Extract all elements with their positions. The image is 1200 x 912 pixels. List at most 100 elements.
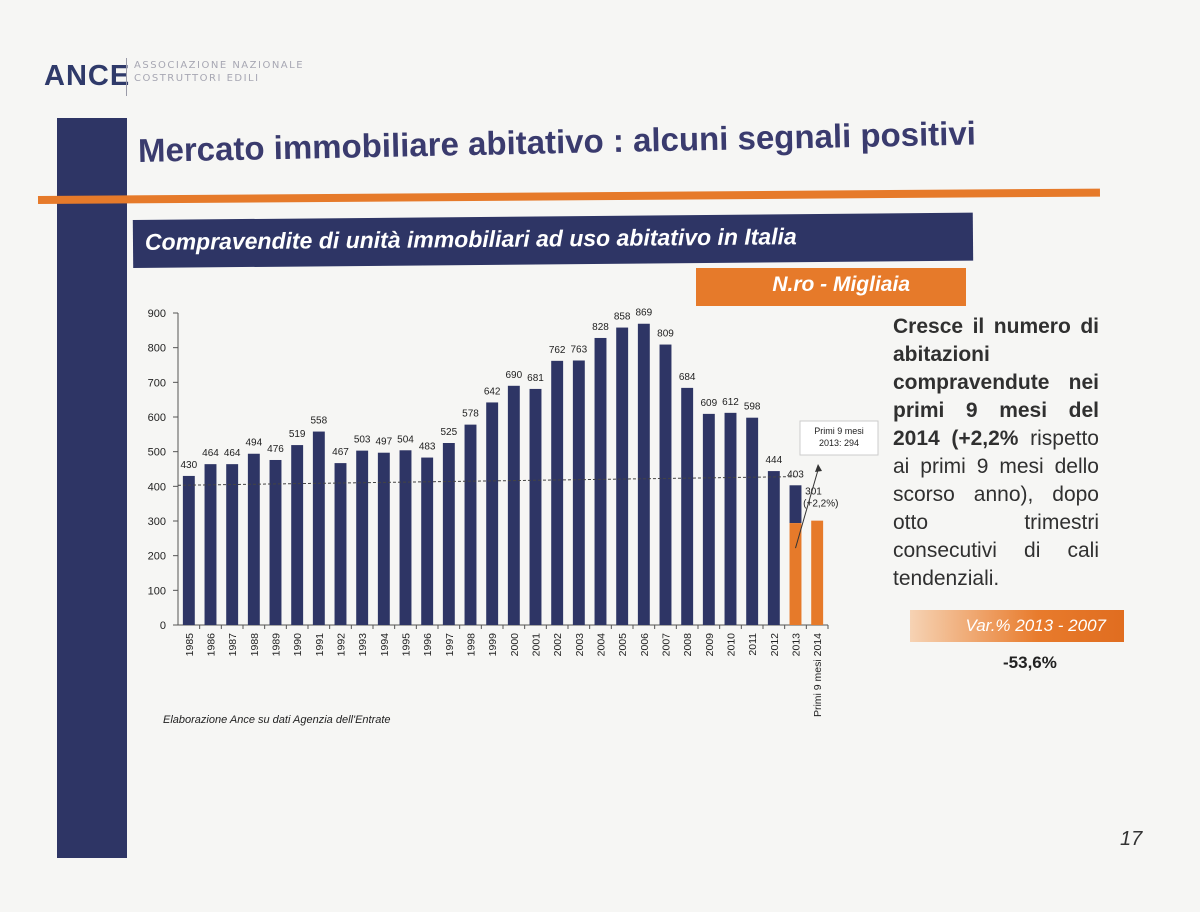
- bar: [247, 453, 260, 625]
- y-tick-label: 800: [148, 343, 166, 355]
- reference-line: [177, 476, 796, 486]
- data-label: 483: [419, 442, 436, 453]
- x-tick-label: 1990: [292, 633, 304, 657]
- bar: [529, 388, 542, 625]
- bar: [356, 450, 369, 625]
- data-label: 519: [289, 429, 306, 440]
- bar: [789, 485, 802, 524]
- bar: [464, 424, 477, 625]
- page-number: 17: [1120, 828, 1143, 850]
- x-tick-label: 2012: [769, 633, 781, 657]
- x-tick-label: 1991: [314, 633, 326, 657]
- variation-label: Var.% 2013 - 2007: [965, 616, 1107, 635]
- data-label: 869: [635, 308, 652, 319]
- data-label: 467: [332, 447, 349, 458]
- x-tick-label: 2002: [552, 633, 564, 657]
- data-label: 809: [657, 329, 674, 340]
- data-label: 464: [224, 448, 241, 459]
- y-tick-label: 700: [148, 377, 166, 389]
- x-tick-label: 1985: [184, 633, 196, 657]
- x-tick-label: 1993: [357, 633, 369, 657]
- x-tick-label: 1987: [227, 633, 239, 657]
- y-tick-label: 500: [148, 447, 166, 459]
- y-tick-label: 200: [148, 551, 166, 563]
- data-label: 828: [592, 322, 609, 333]
- x-tick-label: 2009: [704, 633, 716, 657]
- unit-badge: N.ro - Migliaia: [696, 268, 966, 306]
- y-tick-label: 300: [148, 516, 166, 528]
- bar: [572, 360, 585, 625]
- bar: [507, 385, 520, 625]
- bar: [399, 450, 412, 625]
- bar: [594, 337, 607, 625]
- x-tick-label: 1992: [336, 633, 348, 657]
- x-tick-label: Primi 9 mesi 2014: [812, 633, 824, 717]
- bar: [334, 463, 347, 625]
- callout-arrowhead: [815, 464, 822, 472]
- x-tick-label: 2001: [531, 633, 543, 657]
- data-label: 598: [744, 402, 761, 413]
- x-tick-label: 1999: [487, 633, 499, 657]
- callout-box: [799, 420, 879, 456]
- data-label: 497: [375, 437, 392, 448]
- data-label: 612: [722, 397, 739, 408]
- logo-org-line-1: ASSOCIAZIONE NAZIONALE: [134, 60, 305, 71]
- commentary-text: Cresce il numero di abitazioni compraven…: [893, 313, 1099, 593]
- data-label: 494: [245, 438, 262, 449]
- y-tick-label: 600: [148, 412, 166, 424]
- data-label: 684: [679, 372, 696, 383]
- data-label: 464: [202, 448, 219, 459]
- bar: [551, 360, 564, 625]
- x-tick-label: 1989: [271, 633, 283, 657]
- commentary-bold: Cresce il numero di abitazioni compraven…: [893, 315, 1099, 450]
- x-tick-label: 2013: [791, 633, 803, 657]
- y-tick-label: 100: [148, 585, 166, 597]
- logo-org-line-2: COSTRUTTORI EDILI: [134, 73, 260, 84]
- data-label: 681: [527, 373, 544, 384]
- bar: [616, 327, 629, 625]
- bar: [681, 387, 694, 625]
- data-label: 430: [180, 460, 197, 471]
- bar: [291, 445, 304, 625]
- x-tick-label: 2004: [596, 633, 608, 657]
- x-tick-label: 1998: [466, 633, 478, 657]
- y-tick-label: 900: [148, 308, 166, 320]
- bar: [724, 412, 737, 625]
- x-tick-label: 1988: [249, 633, 261, 657]
- bar: [811, 520, 824, 625]
- commentary-normal: rispetto ai primi 9 mesi dello scorso an…: [893, 427, 1099, 590]
- callout-line-1: Primi 9 mesi: [814, 426, 864, 436]
- data-label: 762: [549, 345, 566, 356]
- chart-source: Elaborazione Ance su dati Agenzia dell'E…: [163, 714, 391, 726]
- bar: [269, 459, 282, 625]
- annotation-change-2014: (+2,2%): [803, 499, 838, 510]
- data-label: 403: [787, 469, 804, 480]
- bar: [226, 464, 239, 625]
- bar: [637, 323, 650, 625]
- data-label: 444: [765, 455, 782, 466]
- variation-label-box: Var.% 2013 - 2007: [910, 610, 1124, 642]
- bar: [746, 417, 759, 625]
- bar: [486, 402, 499, 625]
- bar: [659, 344, 672, 625]
- x-tick-label: 2006: [639, 633, 651, 657]
- bar: [421, 457, 434, 625]
- bar: [182, 475, 195, 625]
- x-tick-label: 2007: [661, 633, 673, 657]
- data-label: 642: [484, 386, 501, 397]
- callout-arrow: [795, 469, 819, 549]
- data-label: 763: [570, 344, 587, 355]
- x-tick-label: 1997: [444, 633, 456, 657]
- data-label: 503: [354, 435, 371, 446]
- logo-wordmark: ANCE: [44, 60, 131, 92]
- sidebar-band: [57, 118, 127, 858]
- y-tick-label: 400: [148, 481, 166, 493]
- data-label: 690: [505, 370, 522, 381]
- data-label: 525: [440, 427, 457, 438]
- data-label: 476: [267, 444, 284, 455]
- x-tick-label: 2010: [726, 633, 738, 657]
- bar: [767, 471, 780, 625]
- data-label: 504: [397, 434, 414, 445]
- callout-line-2: 2013: 294: [819, 438, 859, 448]
